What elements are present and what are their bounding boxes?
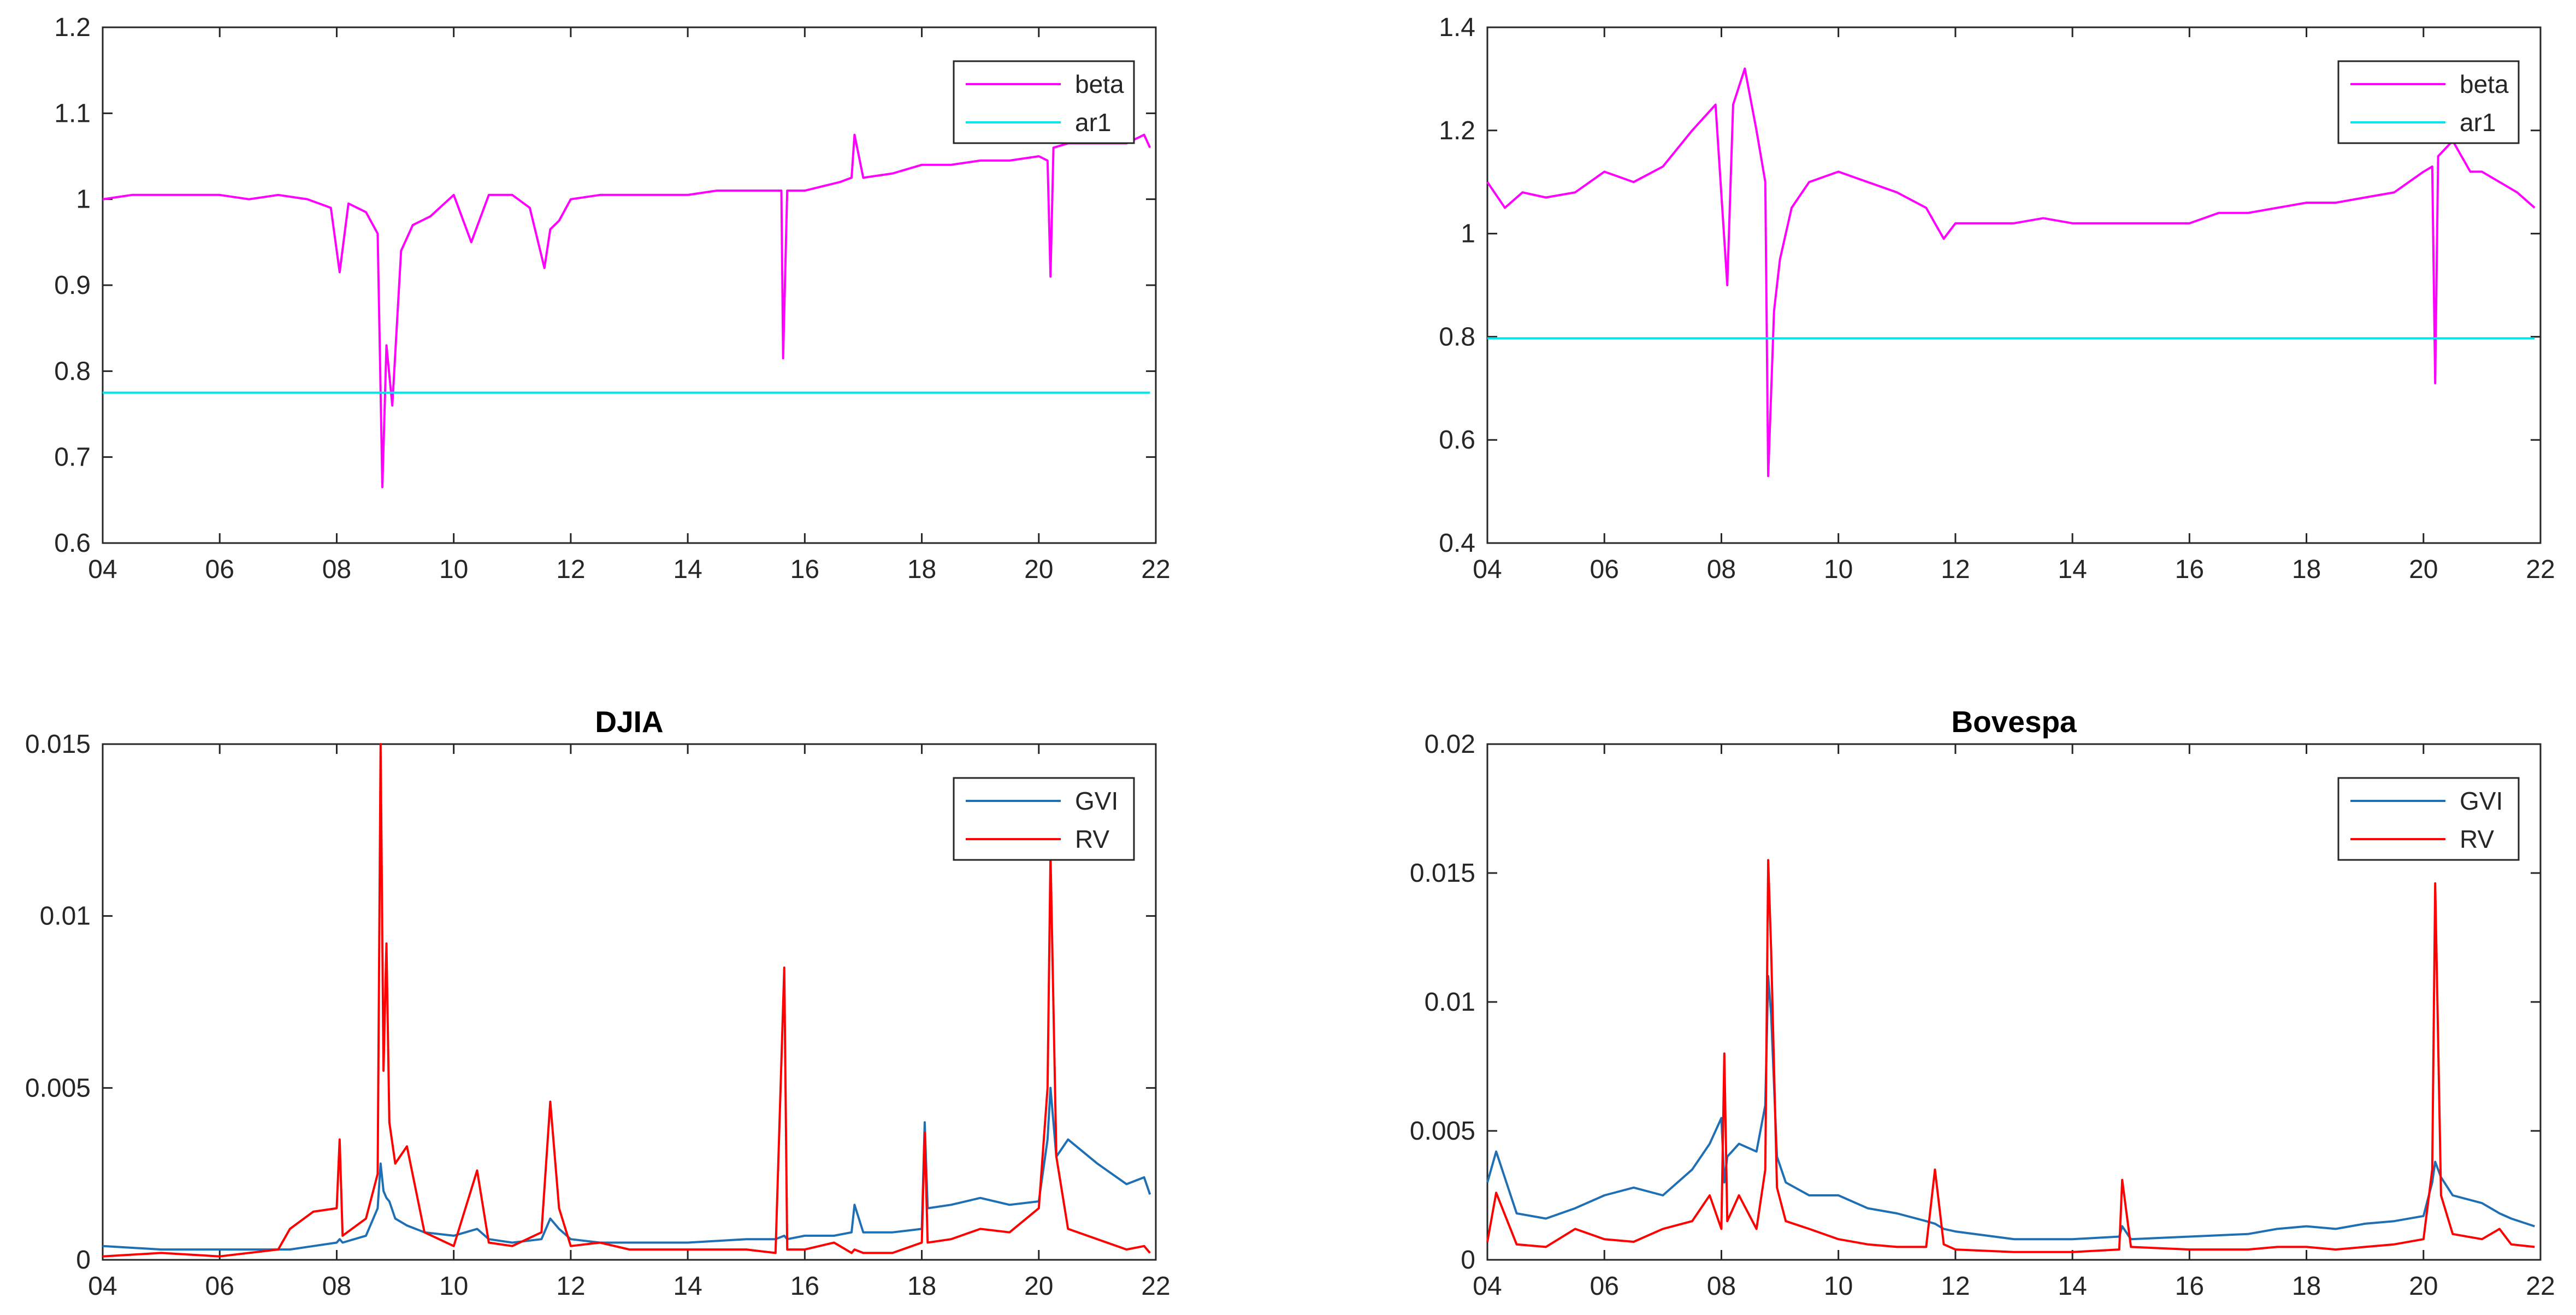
y-tick-label: 0.01 [1425, 988, 1475, 1017]
y-tick-label: 1.2 [1439, 116, 1475, 145]
x-tick-label: 22 [1141, 1272, 1170, 1301]
chart-title: DJIA [595, 705, 663, 739]
y-tick-label: 0.01 [40, 902, 91, 931]
y-tick-label: 0.6 [54, 529, 91, 558]
x-tick-label: 12 [556, 555, 585, 584]
legend: GVI RV [953, 777, 1135, 861]
x-tick-label: 20 [2409, 1272, 2438, 1301]
x-tick-label: 06 [1590, 1272, 1619, 1301]
chart-panel-2: 04 06 08 10 12 14 16 18 20 22 0.4 0.6 0.8 1 1.2 1.4 beta… [1439, 13, 2555, 584]
x-tick-label: 18 [2292, 555, 2321, 584]
x-tick-label: 18 [2292, 1272, 2321, 1301]
legend: beta ar1 [2337, 60, 2520, 144]
series-line-beta [1486, 67, 2536, 477]
x-tick-label: 20 [1024, 1272, 1053, 1301]
x-tick-label: 20 [2409, 555, 2438, 584]
x-tick-label: 08 [322, 555, 351, 584]
x-tick-label: 16 [790, 1272, 819, 1301]
y-tick-label: 0.8 [1439, 322, 1475, 351]
y-tick-label: 0.005 [1410, 1117, 1475, 1146]
x-tick-label: 10 [1824, 1272, 1853, 1301]
y-tick-label: 1.4 [1439, 13, 1475, 42]
chart-panel-3: DJIA 04 06 08 10 12 14 16 18 20 22 0 0.005 0.01 0.015 G… [25, 705, 1171, 1301]
x-tick-label: 06 [205, 555, 234, 584]
y-tick-label: 0 [1461, 1246, 1475, 1275]
legend-label-ar1: ar1 [2460, 108, 2496, 137]
x-tick-label: 06 [1590, 555, 1619, 584]
x-tick-label: 04 [1473, 555, 1502, 584]
x-tick-label: 20 [1024, 555, 1053, 584]
x-tick-label: 14 [673, 1272, 702, 1301]
x-tick-label: 06 [205, 1272, 234, 1301]
x-tick-label: 18 [907, 1272, 936, 1301]
x-tick-label: 10 [1824, 555, 1853, 584]
legend: beta ar1 [953, 60, 1135, 144]
series-line-beta [102, 133, 1151, 488]
y-tick-label: 0.015 [25, 730, 91, 759]
legend-label-beta: beta [2460, 70, 2509, 98]
legend-label-ar1: ar1 [1075, 108, 1111, 137]
chart-panel-4: Bovespa 04 06 08 10 12 14 16 18 20 22 0 0.005 0.01 0.0… [1410, 705, 2555, 1301]
x-tick-label: 16 [2175, 1272, 2204, 1301]
y-tick-label: 0.8 [54, 357, 91, 386]
y-tick-label: 1.2 [54, 13, 91, 42]
x-tick-label: 14 [2058, 1272, 2087, 1301]
y-tick-label: 0.005 [25, 1074, 91, 1102]
y-tick-label: 0.9 [54, 271, 91, 300]
series-line-gvi [102, 1087, 1151, 1251]
series-line-rv [1486, 859, 2535, 1253]
y-tick-label: 0.6 [1439, 426, 1475, 455]
legend: GVI RV [2337, 777, 2520, 861]
legend-box [953, 60, 1135, 144]
x-tick-label: 14 [2058, 555, 2087, 584]
y-tick-label: 1 [1461, 220, 1475, 249]
y-tick-label: 0.02 [1425, 730, 1475, 759]
x-tick-label: 04 [88, 1272, 117, 1301]
x-tick-label: 10 [439, 1272, 468, 1301]
legend-label-rv: RV [2460, 825, 2494, 853]
x-tick-label: 12 [1941, 555, 1970, 584]
chart-panel-1: 04 06 08 10 12 14 16 18 20 22 0.6 0.7 0.8 0.9 1 1.1 1.2 b… [54, 13, 1170, 584]
x-tick-label: 18 [907, 555, 936, 584]
legend-label-gvi: GVI [1075, 787, 1118, 815]
series-line-gvi [1486, 975, 2535, 1241]
x-tick-label: 12 [1941, 1272, 1970, 1301]
x-tick-label: 12 [556, 1272, 585, 1301]
x-tick-label: 22 [2526, 1272, 2555, 1301]
y-tick-label: 1.1 [54, 99, 91, 128]
x-tick-label: 16 [790, 555, 819, 584]
y-tick-label: 0 [76, 1246, 91, 1275]
x-tick-label: 16 [2175, 555, 2204, 584]
legend-box [2337, 60, 2520, 144]
x-tick-label: 08 [322, 1272, 351, 1301]
legend-box [2337, 777, 2520, 861]
x-tick-label: 22 [2526, 555, 2555, 584]
x-tick-label: 14 [673, 555, 702, 584]
x-tick-label: 04 [88, 555, 117, 584]
x-tick-label: 08 [1707, 555, 1736, 584]
y-tick-label: 0.4 [1439, 529, 1475, 558]
x-tick-label: 10 [439, 555, 468, 584]
y-tick-label: 1 [76, 185, 91, 214]
x-tick-label: 08 [1707, 1272, 1736, 1301]
chart-title: Bovespa [1951, 705, 2077, 739]
series-line-rv [102, 743, 1151, 1258]
y-tick-label: 0.7 [54, 443, 91, 472]
y-tick-label: 0.015 [1410, 859, 1475, 888]
legend-label-rv: RV [1075, 825, 1109, 853]
legend-box [953, 777, 1135, 861]
legend-label-gvi: GVI [2460, 787, 2503, 815]
x-tick-label: 04 [1473, 1272, 1502, 1301]
x-tick-label: 22 [1141, 555, 1170, 584]
legend-label-beta: beta [1075, 70, 1124, 98]
